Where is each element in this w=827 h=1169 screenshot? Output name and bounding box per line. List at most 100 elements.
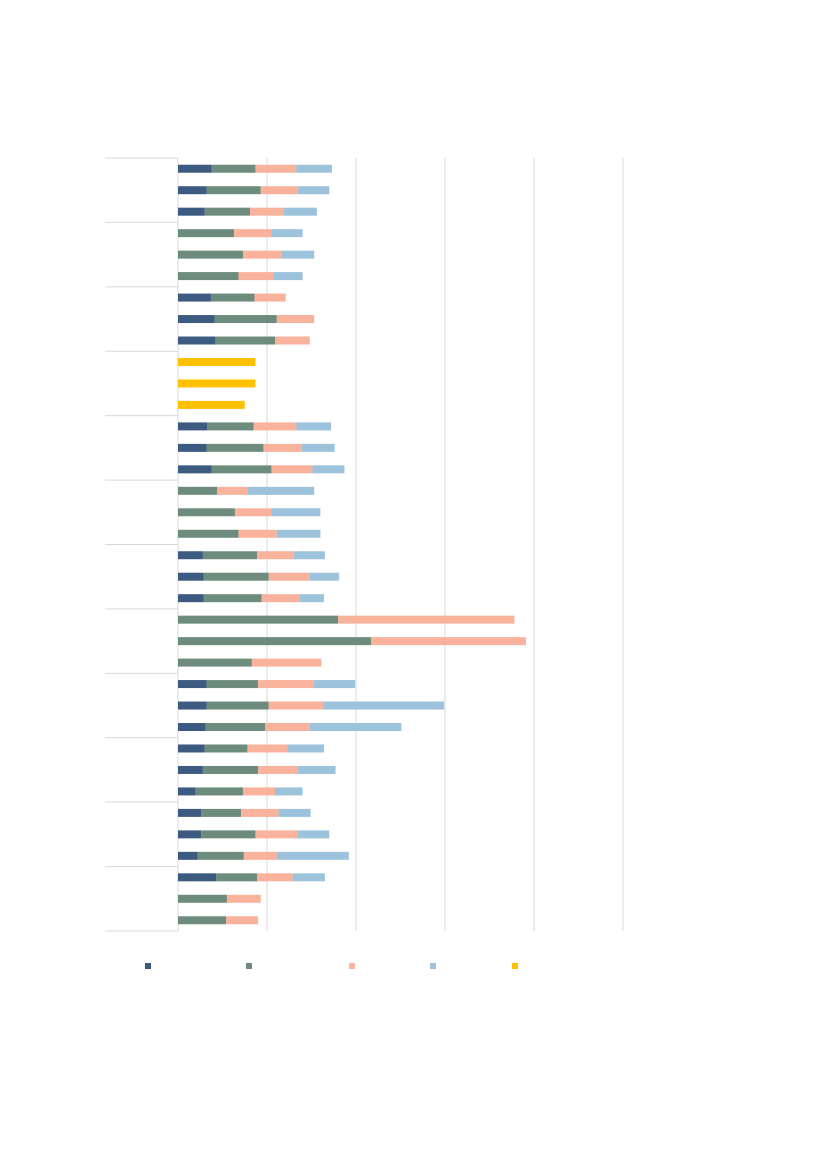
bar-segment-series-2 <box>204 744 248 753</box>
bar-segment-series-4 <box>312 465 345 474</box>
bar-segment-series-1 <box>178 723 206 732</box>
bar-segment-series-2 <box>178 658 252 667</box>
bar-segment-series-3 <box>242 250 282 259</box>
bar-segment-series-4 <box>278 808 311 817</box>
legend-item-series-5 <box>512 963 522 969</box>
bar-segment-series-4 <box>297 830 330 839</box>
bar-segment-series-3 <box>371 637 526 646</box>
bar-segment-series-4 <box>298 186 330 195</box>
bar-segment-series-4 <box>276 529 321 538</box>
bar-segment-series-2 <box>206 701 269 710</box>
bar-segment-series-1 <box>178 164 212 173</box>
bar-segment-series-1 <box>178 808 202 817</box>
bar-segment-series-3 <box>253 422 297 431</box>
bar-segment-series-4 <box>247 486 315 495</box>
bar-segment-series-3 <box>257 551 294 560</box>
bar-segment-series-2 <box>205 723 266 732</box>
bar-segment-series-2 <box>204 207 251 216</box>
bar-segment-series-2 <box>178 229 235 238</box>
bar-segment-series-1 <box>178 315 215 324</box>
bar-segment-series-3 <box>238 272 274 281</box>
legend <box>0 963 827 977</box>
legend-item-series-3 <box>349 963 359 969</box>
bar-segment-series-2 <box>206 443 264 452</box>
bar-segment-series-1 <box>178 336 216 345</box>
legend-item-series-2 <box>246 963 256 969</box>
bar-segment-series-3 <box>243 851 277 860</box>
category-axis <box>105 157 179 932</box>
bar-segment-series-5 <box>178 400 245 409</box>
bar-segment-series-3 <box>226 894 261 903</box>
legend-swatch <box>430 963 436 969</box>
bar-segment-series-4 <box>323 701 445 710</box>
bar-segment-series-3 <box>276 315 315 324</box>
bar-segment-series-4 <box>292 873 325 882</box>
bar-segment-series-3 <box>338 615 515 624</box>
bar-segment-series-2 <box>178 250 243 259</box>
bar-segment-series-4 <box>296 422 332 431</box>
bar-segment-series-3 <box>254 293 286 302</box>
bar-segment-series-4 <box>298 765 336 774</box>
bar-segment-series-3 <box>263 443 302 452</box>
bar-segment-series-2 <box>178 508 235 517</box>
bar-segment-series-3 <box>271 465 313 474</box>
bar-segment-series-4 <box>296 164 332 173</box>
bar-segment-series-1 <box>178 873 217 882</box>
bar-segment-series-3 <box>226 916 259 925</box>
bar-segment-series-2 <box>195 787 243 796</box>
bar-segment-series-3 <box>268 572 310 581</box>
bar-segment-series-3 <box>250 207 284 216</box>
bar-segment-series-3 <box>255 830 298 839</box>
bar-segment-series-2 <box>203 594 262 603</box>
bar-segment-series-2 <box>178 486 218 495</box>
bar-segment-series-2 <box>207 422 254 431</box>
bar-segment-series-3 <box>217 486 248 495</box>
bar-segment-series-5 <box>178 379 256 388</box>
bar-segment-series-4 <box>275 787 303 796</box>
legend-item-series-4 <box>430 963 440 969</box>
legend-item-series-1 <box>145 963 155 969</box>
bar-segment-series-2 <box>197 851 244 860</box>
bar-segment-series-1 <box>178 701 207 710</box>
bar-segment-series-1 <box>178 787 196 796</box>
bar-segment-series-4 <box>283 207 317 216</box>
bar-segment-series-5 <box>178 357 256 366</box>
bar-segment-series-1 <box>178 186 207 195</box>
gridlines <box>266 158 624 931</box>
bar-segment-series-4 <box>309 723 402 732</box>
bar-segment-series-4 <box>293 551 325 560</box>
bar-segment-series-3 <box>255 164 297 173</box>
bar-segment-series-1 <box>178 465 212 474</box>
bar-segment-series-4 <box>271 508 321 517</box>
bar-segment-series-2 <box>211 164 256 173</box>
bar-segment-series-2 <box>201 808 242 817</box>
bar-segment-series-2 <box>214 315 277 324</box>
bar-segment-series-4 <box>301 443 335 452</box>
bar-segment-series-4 <box>299 594 324 603</box>
bar-segment-series-3 <box>268 701 324 710</box>
bar-segment-series-1 <box>178 422 208 431</box>
bar-segment-series-1 <box>178 572 204 581</box>
bar-segment-series-3 <box>247 744 288 753</box>
bar-segment-series-3 <box>234 508 272 517</box>
bar-segment-series-3 <box>242 787 276 796</box>
bar-segment-series-4 <box>273 272 303 281</box>
bar-segment-series-2 <box>201 830 256 839</box>
bar-segment-series-1 <box>178 594 204 603</box>
legend-swatch <box>512 963 518 969</box>
bar-segment-series-1 <box>178 744 205 753</box>
bar-segment-series-4 <box>313 680 356 689</box>
bar-segment-series-1 <box>178 551 203 560</box>
bar-segment-series-3 <box>261 594 300 603</box>
bar-segment-series-4 <box>276 851 349 860</box>
bar-segment-series-4 <box>281 250 315 259</box>
bar-segment-series-1 <box>178 830 202 839</box>
bar-segment-series-3 <box>257 873 293 882</box>
bar-segment-series-1 <box>178 765 203 774</box>
bar-segment-series-3 <box>234 229 272 238</box>
bar-segment-series-2 <box>178 916 227 925</box>
legend-swatch <box>246 963 252 969</box>
bar-segment-series-2 <box>210 293 255 302</box>
bar-segment-series-2 <box>178 529 239 538</box>
